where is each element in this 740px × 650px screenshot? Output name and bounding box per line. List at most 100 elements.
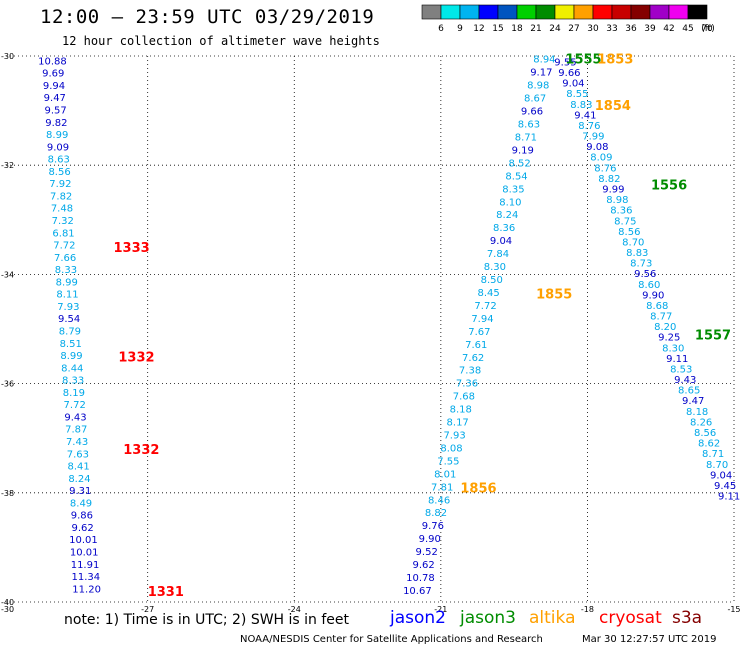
wave-height-altika: 8.71 [515,132,537,143]
wave-height-cryosat: 7.66 [54,253,76,264]
wave-height-cryosat: 8.24 [68,474,90,485]
wave-height-altika: 7.61 [465,340,487,351]
wave-height-cryosat: 10.01 [70,548,99,559]
lon-tick-label: -15 [727,605,740,614]
wave-height-altika: 8.01 [434,469,456,480]
legend-s3a: s3a [672,608,703,628]
wave-height-jason3: 9.47 [682,396,704,407]
scale-swatch-5 [516,4,537,20]
scale-swatch-10 [611,4,632,20]
scale-swatch-13 [668,4,689,20]
wave-height-cryosat: 11.20 [72,584,101,595]
wave-height-altika: 8.17 [447,418,469,429]
wave-height-cryosat: 7.72 [64,400,86,411]
wave-height-jason3: 8.98 [606,195,628,206]
wave-height-cryosat: 10.01 [69,535,98,546]
wave-height-altika: 9.19 [512,145,534,156]
wave-height-jason3: 8.26 [690,417,712,428]
wave-height-altika: 8.94 [533,55,555,66]
wave-height-cryosat: 9.82 [45,118,67,129]
wave-height-altika: 8.54 [505,171,527,182]
wave-height-jason3: 8.83 [626,248,648,259]
wave-height-cryosat: 9.57 [44,105,66,116]
scale-label-36: 36 [625,24,637,34]
wave-height-altika: 8.35 [502,184,524,195]
wave-height-jason3: 9.56 [634,269,656,280]
wave-height-altika: 7.67 [468,327,490,338]
wave-height-cryosat: 10.88 [38,56,67,67]
wave-height-altika: 8.30 [484,262,506,273]
wave-height-altika: 7.38 [459,366,481,377]
pass-time-label-altika: 1854 [595,99,631,114]
wave-height-jason3: 8.71 [702,449,724,460]
scale-label-18: 18 [511,24,523,34]
wave-height-altika: 9.66 [521,107,543,118]
wave-height-altika: 7.55 [437,456,459,467]
wave-height-altika: 8.52 [509,158,531,169]
wave-height-jason3: 9.45 [714,481,736,492]
pass-time-label-altika: 1856 [460,481,496,496]
wave-height-altika: 7.81 [431,482,453,493]
wave-height-cryosat: 9.54 [58,314,80,325]
wave-height-jason3: 8.65 [678,386,700,397]
wave-height-altika: 9.52 [416,547,438,558]
wave-height-cryosat: 8.99 [60,351,82,362]
scale-label-21: 21 [530,24,541,34]
wave-height-cryosat: 9.94 [43,81,65,92]
lat-tick-label: -36 [1,380,14,389]
scale-label-45: 45 [682,24,693,34]
wave-height-jason3: 8.83 [570,100,592,111]
wave-height-altika: 7.62 [462,353,484,364]
wave-height-altika: 8.46 [428,495,450,506]
units-note: note: 1) Time is in UTC; 2) SWH is in fe… [64,612,350,628]
scale-label-42: 42 [663,24,674,34]
wave-height-jason3: 9.25 [658,333,680,344]
wave-height-jason3: 8.70 [706,460,728,471]
wave-height-jason3: 9.04 [562,79,584,90]
page-subtitle: 12 hour collection of altimeter wave hei… [62,34,380,48]
wave-height-jason3: 7.99 [582,132,604,143]
wave-height-jason3: 8.18 [686,407,708,418]
scale-swatch-9 [592,4,613,20]
scale-swatch-0 [421,4,442,20]
wave-height-cryosat: 8.49 [70,498,92,509]
wave-height-cryosat: 7.63 [67,449,89,460]
wave-height-cryosat: 8.51 [60,339,82,350]
wave-height-cryosat: 8.33 [55,265,77,276]
wave-height-jason3: 8.20 [654,322,676,333]
wave-height-jason3: 9.11 [718,492,740,503]
wave-height-altika: 8.50 [481,275,503,286]
wave-height-altika: 10.78 [406,573,435,584]
lat-tick-label: -34 [1,270,14,279]
pass-time-label-cryosat: 1332 [118,350,154,365]
wave-height-altika: 7.94 [471,314,493,325]
scale-unit-label: (ft) [701,24,715,34]
wave-height-cryosat: 7.87 [65,425,87,436]
scale-label-6: 6 [438,24,444,34]
wave-height-cryosat: 8.99 [46,130,68,141]
credit-line: NOAA/NESDIS Center for Satellite Applica… [240,634,543,645]
wave-height-altika: 9.17 [530,68,552,79]
wave-height-cryosat: 9.86 [71,511,93,522]
wave-height-jason3: 8.56 [618,227,640,238]
scale-label-27: 27 [568,24,579,34]
wave-height-cryosat: 8.63 [48,155,70,166]
wave-height-cryosat: 11.91 [71,560,100,571]
wave-height-altika: 7.93 [443,430,465,441]
wave-height-altika: 8.18 [450,405,472,416]
wave-height-jason3: 9.90 [642,290,664,301]
wave-height-jason3: 8.82 [598,174,620,185]
legend-cryosat: cryosat [599,608,662,628]
wave-height-jason3: 9.11 [666,354,688,365]
generated-timestamp: Mar 30 12:27:57 UTC 2019 [582,634,717,645]
wave-height-cryosat: 11.34 [72,572,101,583]
wave-height-cryosat: 9.47 [44,93,66,104]
scale-label-9: 9 [457,24,463,34]
wave-height-jason3: 8.76 [594,163,616,174]
wave-height-jason3: 9.55 [554,57,576,68]
scale-swatch-14 [687,4,708,20]
scale-swatch-12 [649,4,670,20]
wave-height-jason3: 9.41 [574,110,596,121]
wave-height-altika: 8.36 [493,223,515,234]
